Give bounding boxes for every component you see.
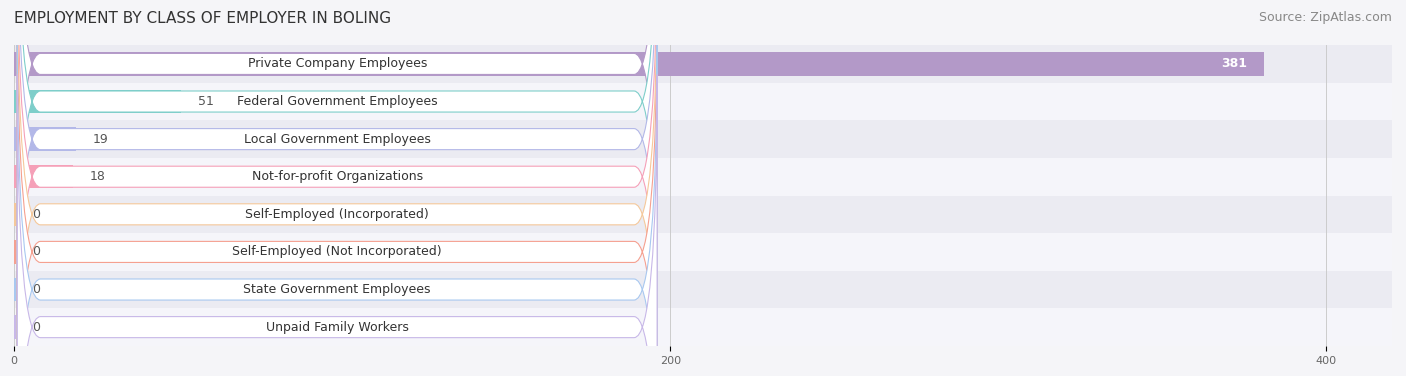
Bar (14, 278, 15, 301)
FancyBboxPatch shape (17, 0, 657, 376)
Text: 0: 0 (32, 283, 41, 296)
Text: Federal Government Employees: Federal Government Employees (236, 95, 437, 108)
Text: Local Government Employees: Local Government Employees (243, 133, 430, 146)
Text: Not-for-profit Organizations: Not-for-profit Organizations (252, 170, 423, 183)
Bar (14, 233, 1392, 271)
Text: 19: 19 (93, 133, 108, 146)
Text: Private Company Employees: Private Company Employees (247, 58, 427, 70)
Text: 0: 0 (32, 246, 41, 258)
FancyBboxPatch shape (17, 74, 657, 376)
FancyBboxPatch shape (17, 0, 657, 376)
Bar (14, 83, 1392, 120)
Text: Unpaid Family Workers: Unpaid Family Workers (266, 321, 409, 334)
Text: EMPLOYMENT BY CLASS OF EMPLOYER IN BOLING: EMPLOYMENT BY CLASS OF EMPLOYER IN BOLIN… (14, 11, 391, 26)
Bar (14, 165, 73, 188)
FancyBboxPatch shape (17, 0, 657, 376)
Bar (14, 45, 1392, 83)
Bar (14, 240, 15, 264)
Text: State Government Employees: State Government Employees (243, 283, 432, 296)
Bar (14, 158, 1392, 196)
Text: 0: 0 (32, 208, 41, 221)
Text: 0: 0 (32, 321, 41, 334)
FancyBboxPatch shape (17, 0, 657, 317)
Bar (14, 90, 181, 113)
Bar (14, 308, 1392, 346)
Bar (14, 271, 1392, 308)
FancyBboxPatch shape (17, 0, 657, 376)
Text: 381: 381 (1222, 58, 1247, 70)
Bar (14, 196, 1392, 233)
Text: 18: 18 (90, 170, 105, 183)
Text: Self-Employed (Incorporated): Self-Employed (Incorporated) (245, 208, 429, 221)
Bar (14, 120, 1392, 158)
Bar (14, 52, 1264, 76)
Bar (14, 315, 15, 339)
FancyBboxPatch shape (17, 0, 657, 354)
Bar (14, 203, 15, 226)
Text: Self-Employed (Not Incorporated): Self-Employed (Not Incorporated) (232, 246, 441, 258)
Bar (14, 127, 76, 151)
Text: Source: ZipAtlas.com: Source: ZipAtlas.com (1258, 11, 1392, 24)
FancyBboxPatch shape (17, 37, 657, 376)
Text: 51: 51 (198, 95, 214, 108)
